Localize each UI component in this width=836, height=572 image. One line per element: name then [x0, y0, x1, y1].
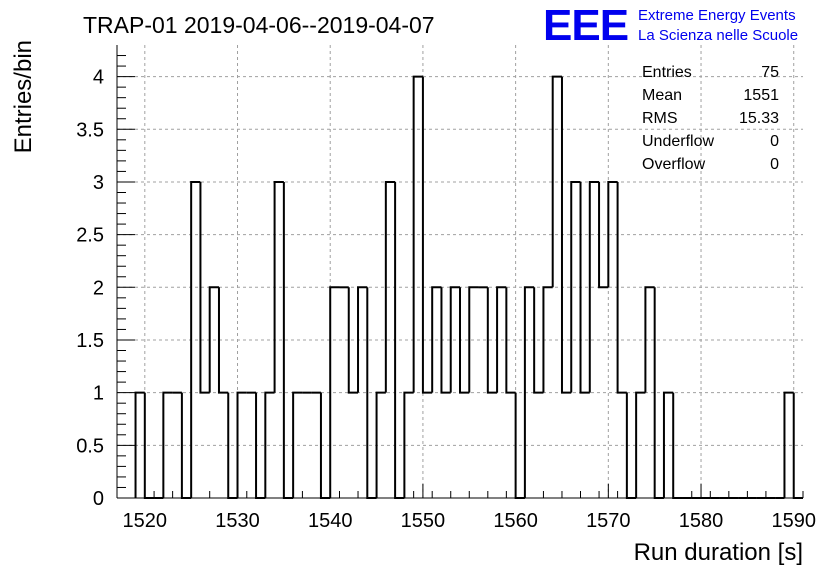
- histogram-bin: [523, 286, 535, 498]
- histogram-bin: [496, 286, 507, 393]
- histogram-bin: [199, 181, 210, 394]
- histogram-bin: [375, 391, 386, 498]
- histogram-bin: [662, 391, 674, 498]
- stats-label: Underflow: [642, 133, 714, 150]
- histogram-bin: [468, 286, 479, 393]
- y-tick-label: 1: [93, 383, 104, 405]
- grid-lines: [117, 45, 803, 498]
- stats-box: Entries 75 Mean 1551 RMS 15.33 Underflow 0 Overf…: [642, 64, 779, 173]
- histogram-bin: [273, 180, 284, 393]
- logo-line-2: La Scienza nelle Scuole: [638, 27, 798, 44]
- histogram-bin: [134, 391, 145, 498]
- histogram-bin: [607, 180, 618, 288]
- x-tick-label: 1590: [771, 510, 816, 532]
- histogram-bin: [551, 75, 562, 288]
- histogram-bin: [505, 287, 516, 394]
- x-tick-label: 1550: [401, 510, 446, 532]
- histogram-bin: [236, 391, 247, 498]
- histogram-bin: [384, 180, 396, 393]
- histogram-bin: [579, 181, 590, 394]
- histogram-bin: [217, 287, 229, 394]
- chart-title: TRAP-01 2019-04-06--2019-04-07: [83, 12, 435, 38]
- logo-line-1: Extreme Energy Events: [638, 7, 796, 24]
- histogram-bin: [542, 286, 553, 393]
- histogram-bin: [533, 287, 544, 394]
- y-tick-label: 3.5: [76, 119, 104, 141]
- histogram-bin: [162, 391, 173, 498]
- histogram-bin: [292, 391, 303, 498]
- y-tick-label: 2.5: [76, 225, 104, 247]
- histogram-bin: [570, 180, 581, 393]
- x-tick-label: 1540: [308, 510, 353, 532]
- stats-label: Mean: [642, 87, 682, 104]
- histogram-bin: [616, 181, 627, 394]
- x-tick-label: 1560: [493, 510, 538, 532]
- y-axis-label: Entries/bin: [10, 40, 37, 153]
- x-axis-label: Run duration [s]: [634, 539, 803, 566]
- stats-label: Overflow: [642, 156, 706, 173]
- histogram-bin: [431, 286, 442, 393]
- stats-value: 75: [761, 64, 779, 81]
- histogram-bin: [421, 76, 433, 394]
- x-tick-label: 1580: [679, 510, 724, 532]
- histogram-bin: [486, 287, 498, 394]
- histogram-bin: [598, 181, 609, 289]
- x-axis-ticks: 1520 1530 1540 1550 1560 1570 1580 1590: [116, 484, 816, 532]
- stats-value: 0: [770, 156, 779, 173]
- histogram-bin: [644, 286, 655, 393]
- stats-value: 0: [770, 133, 779, 150]
- histogram-bin: [560, 76, 572, 394]
- x-tick-label: 1570: [586, 510, 631, 532]
- logo-mark: EEE: [543, 1, 628, 50]
- y-tick-label: 4: [93, 67, 104, 89]
- y-tick-label: 0: [93, 488, 104, 510]
- histogram-bin: [440, 287, 451, 394]
- histogram-bin: [412, 75, 423, 393]
- x-tick-label: 1530: [215, 510, 260, 532]
- histogram-bin: [357, 286, 368, 393]
- y-tick-label: 0.5: [76, 435, 104, 457]
- histogram-bin: [783, 391, 794, 498]
- histogram-bin: [347, 287, 359, 394]
- stats-value: 1551: [743, 87, 779, 104]
- histogram-bin: [635, 391, 646, 498]
- histogram-bin: [403, 391, 414, 498]
- y-tick-label: 2: [93, 277, 104, 299]
- histogram-bin: [190, 180, 201, 498]
- histogram-bin: [459, 287, 470, 394]
- histogram-bin: [264, 391, 275, 498]
- eee-logo: EEE Extreme Energy Events La Scienza nel…: [543, 1, 798, 50]
- stats-label: Entries: [642, 64, 692, 81]
- axes: [116, 45, 803, 499]
- histogram-bin: [588, 180, 600, 393]
- histogram-bin: [329, 286, 340, 498]
- stats-value: 15.33: [739, 110, 779, 127]
- x-tick-label: 1520: [123, 510, 168, 532]
- y-axis-ticks: 0 0.5 1 1.5 2 2.5 3 3.5 4: [76, 55, 135, 510]
- histogram-bin: [208, 286, 219, 393]
- y-tick-label: 1.5: [76, 330, 104, 352]
- histogram-bin: [449, 286, 460, 393]
- y-tick-label: 3: [93, 172, 104, 194]
- stats-label: RMS: [642, 110, 678, 127]
